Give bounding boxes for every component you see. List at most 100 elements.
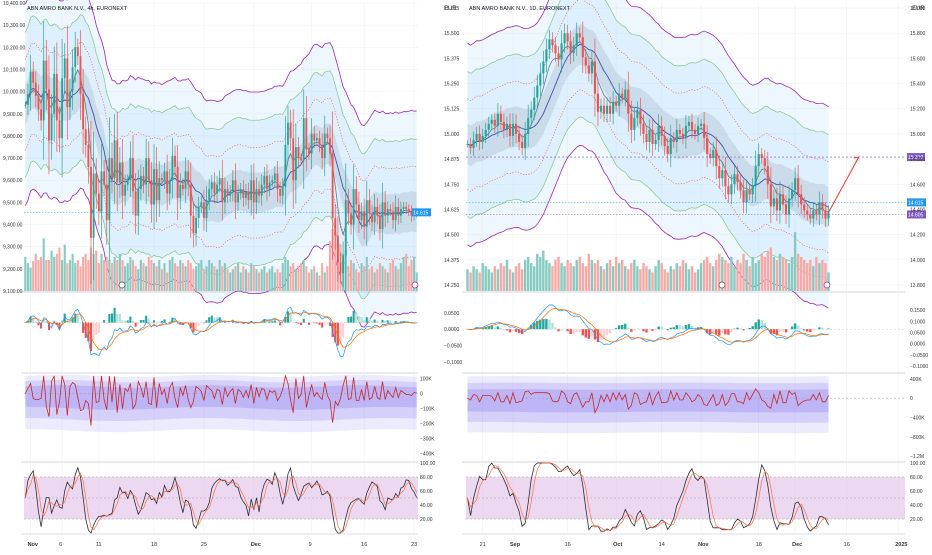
candle-body[interactable] — [539, 73, 541, 85]
candle-body[interactable] — [111, 158, 113, 178]
candle-body[interactable] — [187, 171, 189, 184]
candle-body[interactable] — [742, 190, 744, 202]
candle-body[interactable] — [193, 216, 195, 234]
candle-body[interactable] — [355, 189, 357, 205]
candle-body[interactable] — [98, 194, 100, 212]
candle-body[interactable] — [715, 150, 717, 166]
candle-body[interactable] — [161, 178, 163, 180]
candle-body[interactable] — [182, 185, 184, 189]
candle-body[interactable] — [582, 37, 584, 57]
candle-body[interactable] — [797, 178, 799, 194]
candle-body[interactable] — [612, 102, 614, 114]
candle-body[interactable] — [694, 130, 696, 134]
candle-body[interactable] — [53, 74, 55, 114]
candle-body[interactable] — [64, 58, 66, 78]
candle-body[interactable] — [524, 134, 526, 148]
candle-body[interactable] — [676, 130, 678, 142]
candle-body[interactable] — [269, 182, 271, 189]
candle-body[interactable] — [127, 180, 129, 184]
candle-body[interactable] — [132, 158, 134, 191]
candle-body[interactable] — [390, 209, 392, 211]
candle-body[interactable] — [382, 202, 384, 229]
candle-body[interactable] — [697, 126, 699, 134]
candle-body[interactable] — [736, 174, 738, 182]
candle-body[interactable] — [200, 202, 202, 206]
candle-body[interactable] — [345, 200, 347, 255]
candle-body[interactable] — [770, 184, 772, 206]
candle-body[interactable] — [403, 207, 405, 209]
candle-body[interactable] — [755, 166, 757, 186]
candle-body[interactable] — [263, 176, 265, 185]
candle-body[interactable] — [232, 180, 234, 191]
candle-body[interactable] — [143, 176, 145, 185]
candle-body[interactable] — [776, 198, 778, 210]
candle-body[interactable] — [337, 236, 339, 263]
candle-body[interactable] — [87, 145, 89, 167]
candle-body[interactable] — [303, 118, 305, 160]
candle-body[interactable] — [82, 94, 84, 129]
candle-body[interactable] — [122, 163, 124, 196]
candle-body[interactable] — [145, 158, 147, 185]
candle-body[interactable] — [51, 114, 53, 141]
candle-body[interactable] — [353, 189, 355, 224]
candle-body[interactable] — [374, 207, 376, 223]
candle-body[interactable] — [633, 118, 635, 130]
candle-body[interactable] — [216, 185, 218, 194]
candle-body[interactable] — [305, 118, 307, 149]
candle-body[interactable] — [158, 178, 160, 200]
candle-body[interactable] — [706, 138, 708, 154]
candle-body[interactable] — [591, 61, 593, 73]
candle-body[interactable] — [536, 86, 538, 98]
candle-body[interactable] — [482, 136, 484, 142]
candle-body[interactable] — [818, 202, 820, 214]
candle-body[interactable] — [408, 209, 410, 211]
candle-body[interactable] — [564, 33, 566, 43]
candle-body[interactable] — [174, 156, 176, 167]
candle-body[interactable] — [491, 120, 493, 124]
candle-body[interactable] — [274, 174, 276, 181]
candle-body[interactable] — [214, 182, 216, 193]
candle-body[interactable] — [515, 124, 517, 134]
candle-body[interactable] — [240, 189, 242, 193]
candle-body[interactable] — [203, 202, 205, 218]
candle-body[interactable] — [658, 126, 660, 140]
candle-body[interactable] — [40, 109, 42, 120]
candle-body[interactable] — [253, 180, 255, 202]
candle-body[interactable] — [308, 149, 310, 153]
candle-body[interactable] — [576, 33, 578, 45]
candle-body[interactable] — [135, 191, 137, 215]
candle-body[interactable] — [321, 145, 323, 158]
candle-body[interactable] — [579, 33, 581, 37]
candle-body[interactable] — [609, 106, 611, 114]
candle-body[interactable] — [554, 45, 556, 53]
candle-body[interactable] — [164, 171, 166, 180]
candle-body[interactable] — [292, 138, 294, 180]
candle-body[interactable] — [803, 204, 805, 210]
candle-body[interactable] — [119, 163, 121, 183]
candle-body[interactable] — [103, 171, 105, 184]
candle-body[interactable] — [148, 158, 150, 180]
candle-body[interactable] — [588, 65, 590, 73]
candle-body[interactable] — [527, 118, 529, 134]
candle-body[interactable] — [368, 200, 370, 213]
candle-body[interactable] — [177, 167, 179, 198]
candle-body[interactable] — [703, 124, 705, 138]
candle-body[interactable] — [324, 134, 326, 158]
candle-body[interactable] — [290, 123, 292, 139]
candle-body[interactable] — [326, 134, 328, 138]
candle-body[interactable] — [332, 154, 334, 218]
candle-body[interactable] — [664, 136, 666, 146]
candle-body[interactable] — [606, 106, 608, 114]
candle-body[interactable] — [319, 138, 321, 145]
candle-body[interactable] — [124, 185, 126, 196]
candle-body[interactable] — [169, 180, 171, 193]
candle-body[interactable] — [250, 180, 252, 200]
candle-body[interactable] — [397, 207, 399, 216]
candle-body[interactable] — [509, 124, 511, 136]
candle-body[interactable] — [809, 214, 811, 218]
candle-body[interactable] — [642, 124, 644, 134]
candle-body[interactable] — [129, 158, 131, 180]
